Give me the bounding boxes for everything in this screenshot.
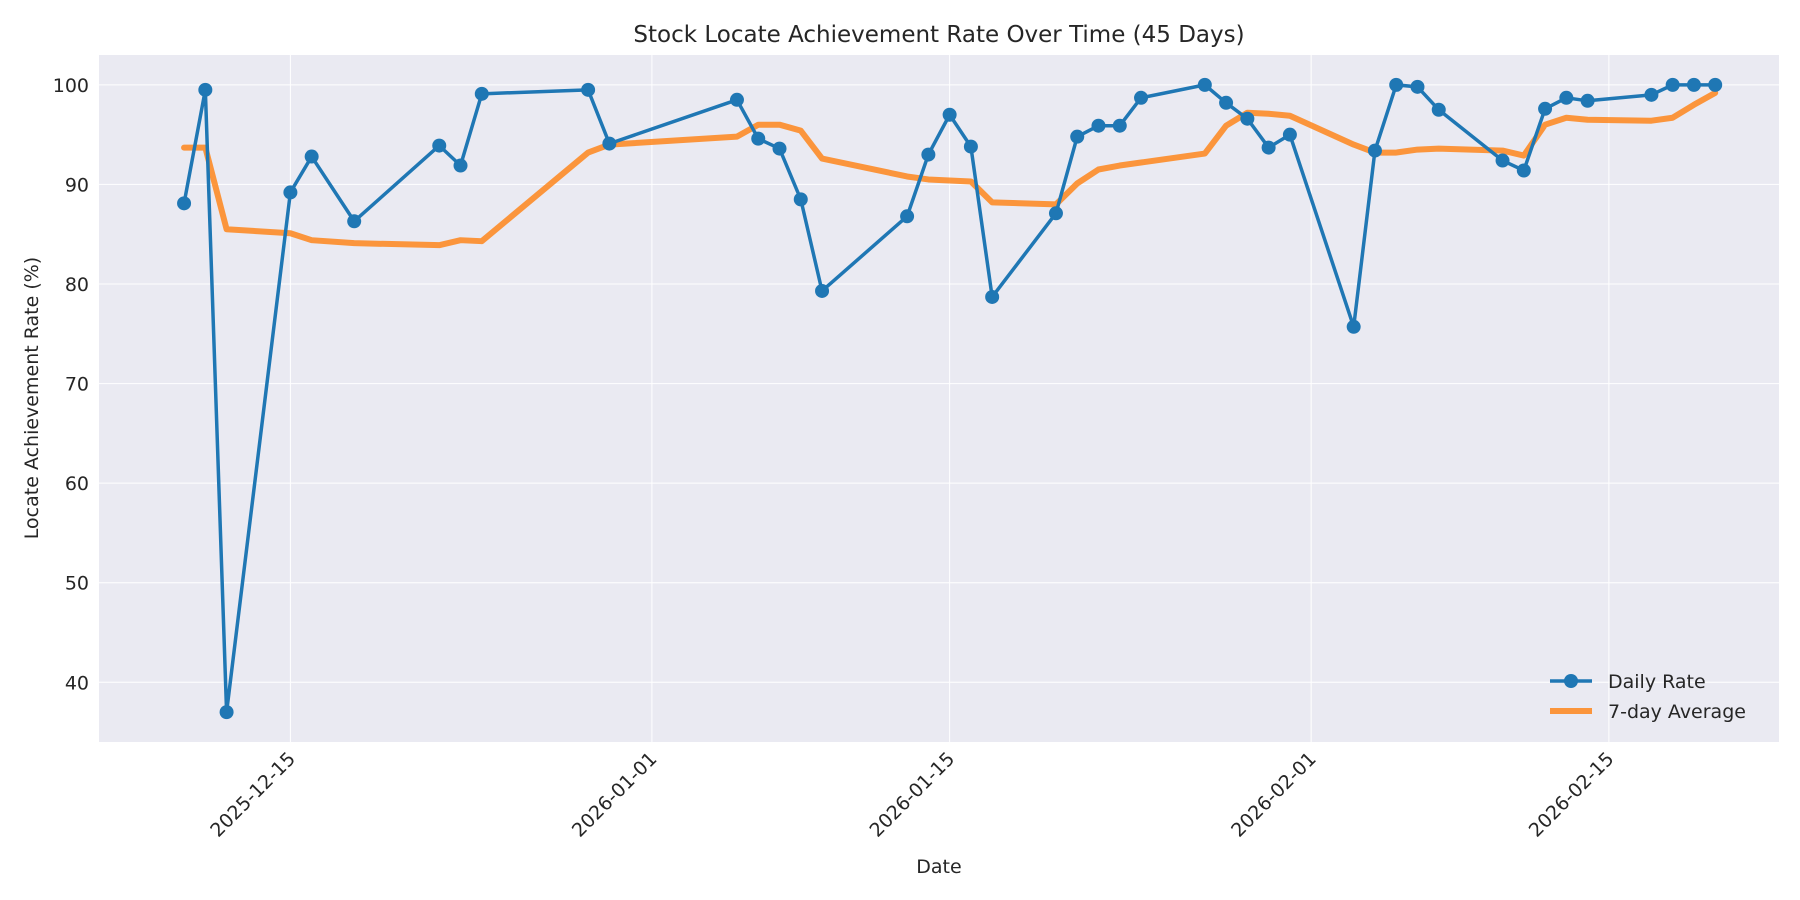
daily-rate-point [793, 192, 808, 207]
daily-rate-point [1516, 163, 1531, 178]
legend-marker [1564, 674, 1578, 688]
y-axis-label: Locate Achievement Rate (%) [21, 257, 43, 539]
daily-rate-point [347, 214, 362, 229]
legend-label: 7-day Average [1608, 701, 1746, 723]
series-group [177, 77, 1723, 720]
x-axis-label: Date [916, 856, 961, 878]
daily-rate-point [432, 138, 447, 153]
y-tick-label: 80 [65, 274, 89, 296]
daily-rate-point [1070, 129, 1085, 144]
daily-rate-point [1686, 77, 1701, 92]
daily-rate-point [729, 92, 744, 107]
daily-rate-point [963, 139, 978, 154]
daily-rate-point [1346, 319, 1361, 334]
series-line-seven-day-average [181, 89, 1719, 249]
daily-rate-point [751, 131, 766, 146]
daily-rate-point [1495, 153, 1510, 168]
daily-rate-point [1261, 140, 1276, 155]
y-tick-label: 70 [65, 374, 89, 396]
daily-rate-point [1580, 93, 1595, 108]
chart-title: Stock Locate Achievement Rate Over Time … [633, 22, 1244, 48]
daily-rate-point [1644, 87, 1659, 102]
daily-rate-point [1282, 127, 1297, 142]
daily-rate-point [1240, 111, 1255, 126]
daily-rate-point [1559, 90, 1574, 105]
daily-rate-point [198, 82, 213, 97]
legend: Daily Rate 7-day Average [1550, 671, 1746, 723]
daily-rate-point [1708, 77, 1723, 92]
daily-rate-point [1134, 90, 1149, 105]
daily-rate-point [985, 289, 1000, 304]
y-tick-label: 90 [65, 174, 89, 196]
daily-rate-point [453, 158, 468, 173]
daily-rate-point [283, 185, 298, 200]
daily-rate-point [177, 196, 192, 211]
daily-rate-point [1431, 102, 1446, 117]
y-tick-label: 60 [65, 473, 89, 495]
daily-rate-point [1410, 79, 1425, 94]
daily-rate-point [942, 107, 957, 122]
daily-rate-point [1197, 77, 1212, 92]
y-tick-label: 100 [53, 75, 89, 97]
daily-rate-point [474, 86, 489, 101]
daily-rate-point [1538, 101, 1553, 116]
daily-rate-point [815, 283, 830, 298]
daily-rate-point [900, 209, 915, 224]
grid [99, 55, 1779, 742]
daily-rate-point [1048, 206, 1063, 221]
daily-rate-point [602, 136, 617, 151]
legend-label: Daily Rate [1608, 671, 1706, 693]
y-axis-ticks: 40 50 60 70 80 90 100 [53, 75, 89, 694]
daily-rate-point [1091, 118, 1106, 133]
daily-rate-point [219, 705, 234, 720]
daily-rate-point [581, 82, 596, 97]
daily-rate-point [304, 149, 319, 164]
plot-area [99, 55, 1779, 742]
daily-rate-point [921, 147, 936, 162]
daily-rate-point [772, 141, 787, 156]
daily-rate-point [1367, 143, 1382, 158]
daily-rate-point [1389, 77, 1404, 92]
daily-rate-point [1665, 77, 1680, 92]
daily-rate-point [1112, 118, 1127, 133]
daily-rate-point [1219, 95, 1234, 110]
y-tick-label: 40 [65, 672, 89, 694]
y-tick-label: 50 [65, 573, 89, 595]
